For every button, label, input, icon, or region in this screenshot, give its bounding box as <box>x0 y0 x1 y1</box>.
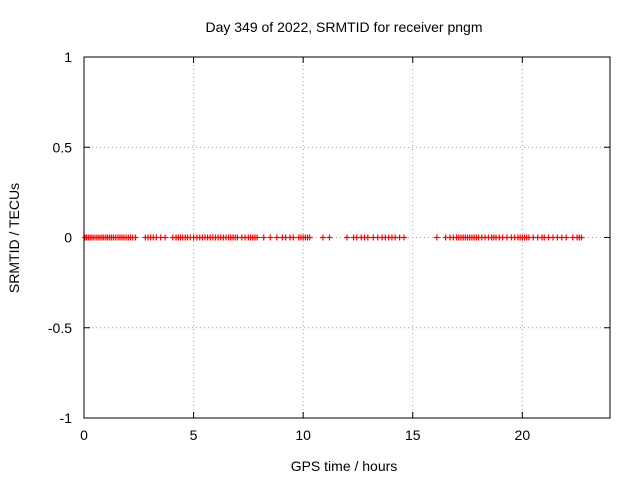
data-point <box>132 234 139 241</box>
data-points <box>82 234 585 241</box>
data-point <box>364 234 371 241</box>
data-point <box>563 234 570 241</box>
chart-title: Day 349 of 2022, SRMTID for receiver png… <box>205 19 482 35</box>
x-axis-label: GPS time / hours <box>291 458 398 474</box>
y-axis-label: SRMTID / TECUs <box>6 183 22 293</box>
data-point <box>273 234 280 241</box>
data-point <box>319 234 326 241</box>
y-tick-label: 0.5 <box>53 139 73 155</box>
data-point <box>267 234 274 241</box>
y-tick-label: 0 <box>64 230 72 246</box>
x-tick-label: 0 <box>80 427 88 443</box>
x-tick-label: 20 <box>515 427 531 443</box>
plot-frame <box>83 56 611 419</box>
data-point <box>254 234 261 241</box>
x-tick-label: 15 <box>405 427 421 443</box>
y-tick-label: 1 <box>64 49 72 65</box>
data-point <box>306 234 313 241</box>
data-point <box>578 234 585 241</box>
data-point <box>162 234 169 241</box>
y-tick-label: -0.5 <box>48 320 72 336</box>
x-tick-label: 5 <box>190 427 198 443</box>
data-point <box>433 234 440 241</box>
data-point <box>326 234 333 241</box>
data-point <box>290 234 297 241</box>
y-tick-label: -1 <box>60 410 73 426</box>
data-point <box>400 234 407 241</box>
x-tick-label: 10 <box>295 427 311 443</box>
axes: 0 5 10 15 20 -1 -0.5 0 0.5 1 <box>48 49 610 443</box>
data-point <box>260 234 267 241</box>
data-point <box>344 234 350 241</box>
